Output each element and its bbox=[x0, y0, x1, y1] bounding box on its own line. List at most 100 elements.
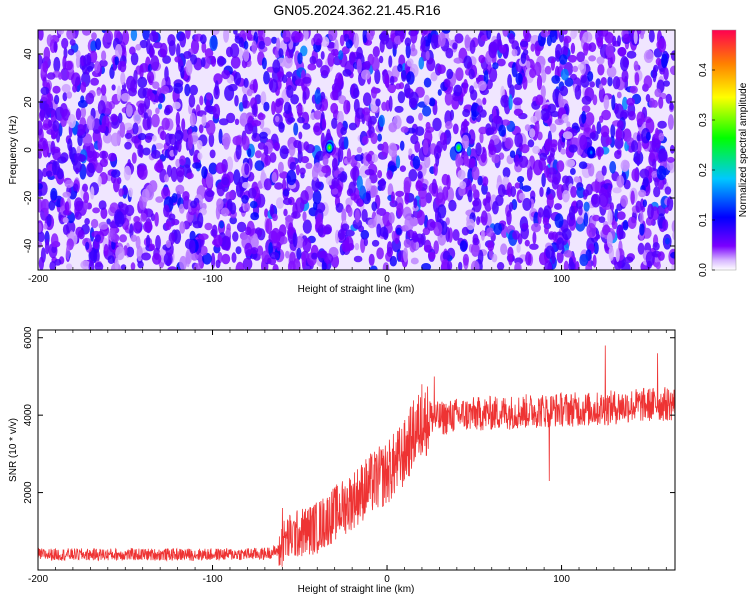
heatmap-cell bbox=[328, 30, 338, 42]
heatmap-cell bbox=[251, 104, 258, 116]
heatmap-cell bbox=[283, 55, 293, 69]
heatmap-cell bbox=[130, 30, 138, 41]
heatmap-cell bbox=[197, 152, 203, 160]
heatmap-cell bbox=[298, 131, 303, 140]
heatmap-cell bbox=[462, 253, 469, 266]
heatmap-cell bbox=[469, 39, 476, 54]
heatmap-cell bbox=[131, 152, 137, 164]
heatmap-cell bbox=[95, 38, 102, 51]
heatmap-cell bbox=[645, 94, 651, 103]
heatmap-cell bbox=[531, 223, 541, 233]
snr-series-line bbox=[38, 345, 675, 567]
heatmap-cell bbox=[233, 169, 241, 186]
heatmap-cell bbox=[423, 239, 432, 253]
heatmap-cell bbox=[428, 97, 436, 107]
heatmap-cell bbox=[388, 142, 398, 157]
heatmap-cell bbox=[403, 247, 408, 263]
heatmap-cell bbox=[367, 218, 377, 229]
heatmap-cell bbox=[114, 211, 125, 228]
heatmap-cell bbox=[504, 137, 514, 149]
heatmap-cell bbox=[556, 237, 565, 251]
heatmap-cell bbox=[179, 155, 186, 166]
heatmap-cell bbox=[313, 162, 322, 174]
heatmap-cell bbox=[502, 30, 509, 37]
heatmap-cell bbox=[98, 124, 106, 133]
heatmap-cell bbox=[75, 108, 82, 121]
heatmap-cell bbox=[621, 262, 631, 270]
heatmap-cell bbox=[568, 144, 578, 153]
heatmap-cell bbox=[496, 262, 505, 270]
heatmap-cell bbox=[596, 121, 602, 134]
heatmap-cell bbox=[90, 218, 99, 229]
heatmap-cell bbox=[523, 30, 530, 40]
heatmap-cell bbox=[242, 135, 250, 151]
heatmap-cell bbox=[364, 111, 371, 122]
heatmap-cell bbox=[42, 60, 49, 73]
heatmap-cell bbox=[121, 30, 130, 46]
heatmap-cell bbox=[669, 102, 674, 111]
heatmap-cell bbox=[211, 224, 218, 239]
heatmap-cell bbox=[38, 222, 42, 233]
heatmap-cell bbox=[620, 195, 628, 207]
heatmap-cell bbox=[652, 66, 657, 83]
heatmap-cell bbox=[179, 255, 187, 270]
heatmap-cell bbox=[142, 147, 151, 156]
heatmap-cell bbox=[271, 101, 276, 115]
heatmap-cell bbox=[557, 138, 562, 153]
heatmap-cell bbox=[123, 122, 133, 131]
heatmap-cell bbox=[76, 145, 81, 155]
heatmap-cell bbox=[500, 243, 508, 255]
heatmap-cell bbox=[263, 71, 270, 85]
heatmap-cell bbox=[332, 87, 339, 101]
heatmap-cell bbox=[130, 234, 138, 242]
heatmap-cell bbox=[314, 89, 322, 105]
heatmap-cell bbox=[278, 121, 285, 133]
x-tick-label: -200 bbox=[28, 274, 48, 285]
heatmap-cell bbox=[337, 146, 344, 163]
snr-x-label: Height of straight line (km) bbox=[298, 584, 415, 595]
heatmap-cell bbox=[587, 71, 594, 82]
heatmap-cell bbox=[410, 257, 419, 265]
heatmap-cell bbox=[495, 194, 504, 206]
heatmap-cell bbox=[75, 167, 80, 175]
heatmap-cell bbox=[122, 186, 129, 196]
heatmap-cell bbox=[626, 97, 635, 106]
colorbar-tick-label: 0.1 bbox=[698, 213, 709, 227]
heatmap-cell bbox=[247, 148, 252, 158]
heatmap-cell bbox=[67, 114, 77, 129]
heatmap-cell bbox=[421, 263, 432, 270]
heatmap-cell bbox=[115, 246, 125, 261]
heatmap-cell bbox=[590, 181, 600, 192]
heatmap-cell bbox=[665, 93, 672, 104]
heatmap-cell bbox=[320, 51, 325, 60]
colorbar-ticks: 0.0 0.1 0.2 0.3 0.4 bbox=[698, 63, 715, 277]
heatmap-cell bbox=[388, 212, 395, 224]
heatmap-cell bbox=[550, 147, 555, 158]
heatmap-cell bbox=[246, 88, 253, 97]
heatmap-cell bbox=[61, 83, 71, 93]
heatmap-cell bbox=[45, 239, 50, 255]
heatmap-cell bbox=[311, 252, 318, 260]
heatmap-cell bbox=[238, 37, 244, 48]
heatmap-cell bbox=[371, 153, 379, 163]
heatmap-cell bbox=[579, 134, 588, 150]
heatmap-cell bbox=[263, 178, 272, 191]
heatmap-cell bbox=[654, 177, 659, 187]
heatmap-cell bbox=[244, 122, 254, 135]
heatmap-cell bbox=[200, 245, 208, 256]
heatmap-cell bbox=[278, 48, 284, 58]
heatmap-cell bbox=[378, 55, 384, 64]
heatmap-cell bbox=[639, 223, 645, 236]
heatmap-cell bbox=[560, 68, 569, 81]
heatmap-cells bbox=[38, 30, 675, 270]
heatmap-cell bbox=[347, 206, 353, 218]
heatmap-cell bbox=[60, 152, 69, 163]
heatmap-y-axis: -40 -20 0 20 40 bbox=[23, 48, 675, 253]
heatmap-peak bbox=[328, 146, 331, 149]
heatmap-cell bbox=[418, 112, 423, 121]
heatmap-cell bbox=[290, 94, 299, 105]
heatmap-cell bbox=[629, 85, 638, 94]
heatmap-cell bbox=[242, 257, 253, 270]
heatmap-cell bbox=[198, 252, 203, 267]
heatmap-cell bbox=[488, 139, 495, 152]
